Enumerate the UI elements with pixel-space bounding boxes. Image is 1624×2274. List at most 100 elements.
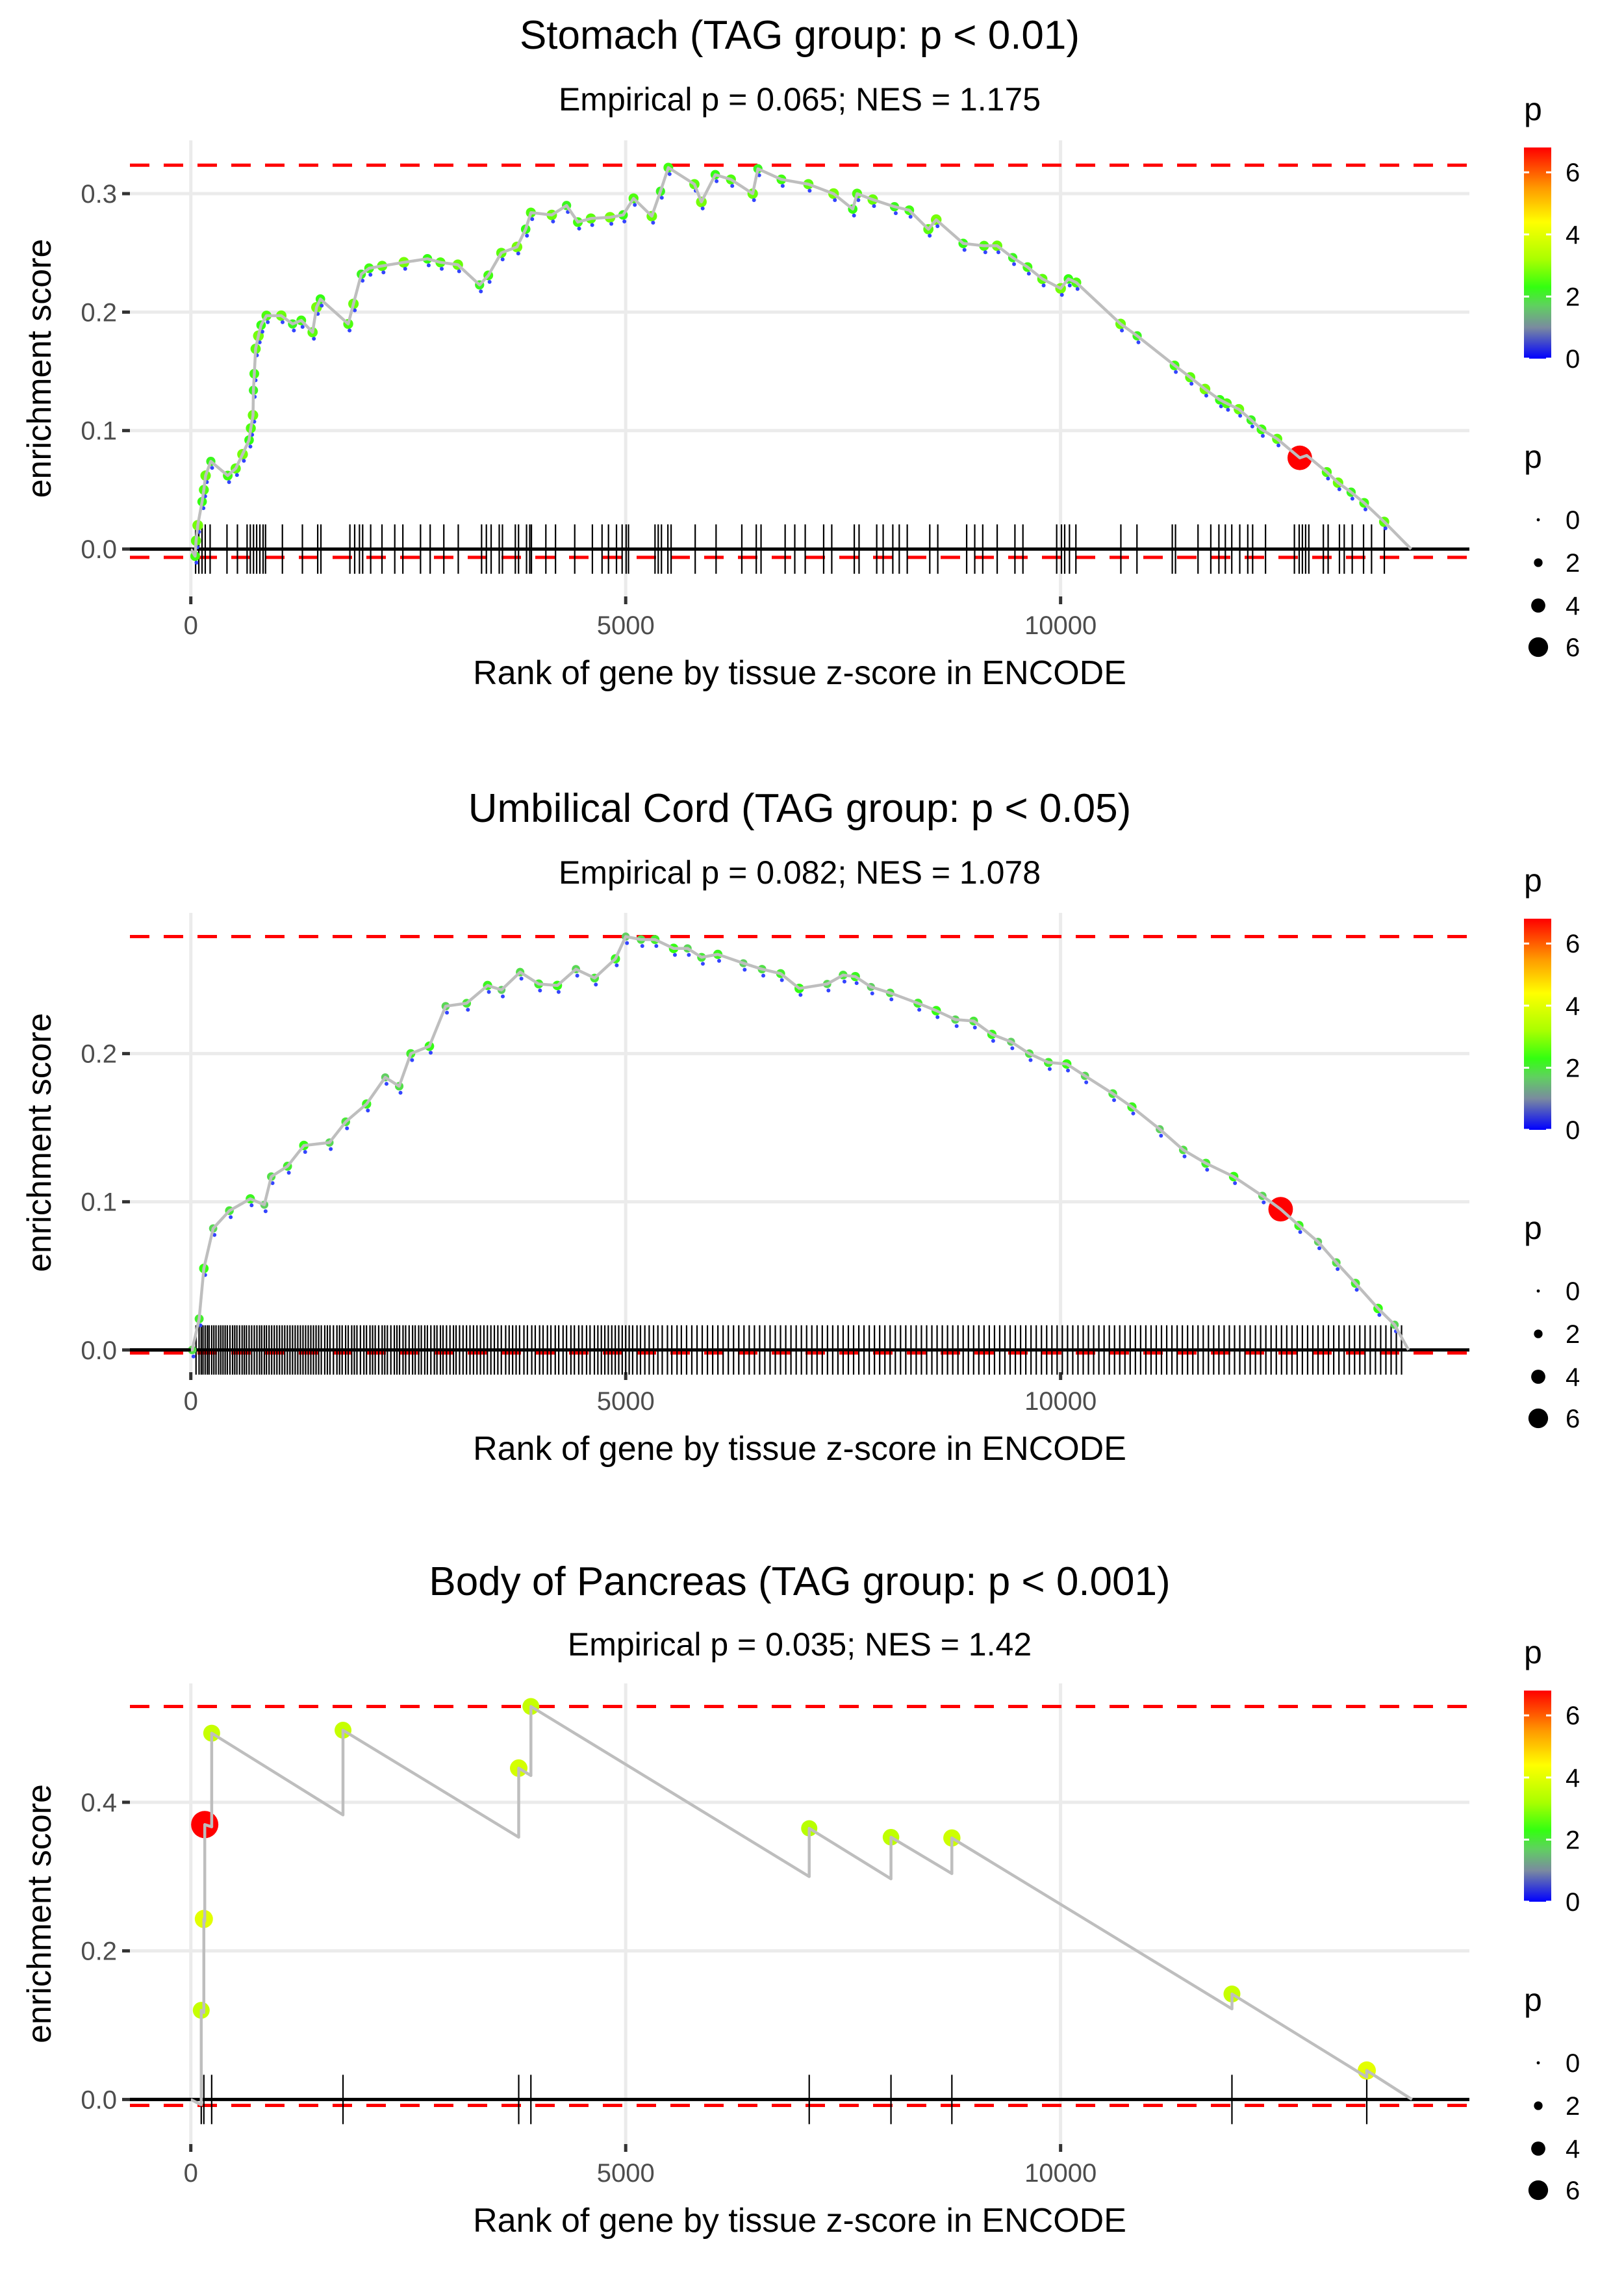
x-tick-label: 0 [184,1387,198,1416]
size-legend-label: 2 [1566,549,1580,578]
chart-subtitle: Empirical p = 0.035; NES = 1.42 [568,1626,1032,1663]
trough-point [1075,287,1080,291]
trough-point [826,988,831,993]
trough-point [1182,1154,1187,1158]
trough-point [300,325,305,329]
trough-point [633,203,637,207]
size-legend-dot [1534,558,1543,567]
trough-point [972,1025,977,1030]
trough-point [270,1181,275,1185]
x-axis-title: Rank of gene by tissue z-score in ENCODE [473,654,1126,692]
trough-point [1174,370,1178,374]
trough-point [761,973,766,978]
trough-point [687,952,691,957]
y-tick-label: 0.3 [81,180,117,209]
trough-point [429,1051,433,1055]
trough-point [577,226,581,231]
es-curve [189,166,1412,558]
trough-point [516,251,520,256]
colorbar-label: 0 [1566,345,1580,374]
trough-point [594,982,598,987]
trough-point [667,172,672,176]
trough-point [935,224,940,229]
trough-point [1012,262,1017,266]
trough-point [962,248,967,252]
colorbar-label: 2 [1566,1054,1580,1082]
trough-point [1067,283,1072,288]
colorbar-label: 2 [1566,1826,1580,1854]
trough-point [659,196,664,200]
trough-point [227,480,231,485]
size-legend-label: 4 [1566,592,1580,620]
chart-subtitle: Empirical p = 0.065; NES = 1.175 [559,81,1041,118]
trough-point [212,1233,217,1237]
trough-point [807,188,812,193]
y-tick-label: 0.2 [81,1937,117,1966]
y-axis-title: enrichment score [21,1784,58,2043]
x-tick-label: 5000 [597,611,655,640]
size-legend-dot [1536,2061,1540,2065]
trough-point [1189,381,1194,386]
trough-point [742,967,747,972]
size-legend-label: 6 [1566,1405,1580,1433]
trough-point [780,184,785,188]
trough-point [1377,1312,1382,1317]
size-legend-title: p [1524,439,1542,475]
trough-point [622,219,627,224]
trough-point [312,337,316,341]
color-legend-title: p [1524,1634,1542,1670]
trough-point [260,329,264,334]
panel-stomach: Stomach (TAG group: p < 0.01) Empirical p… [21,13,1580,692]
trough-point [348,328,352,333]
colorbar-label: 0 [1566,1116,1580,1145]
trough-point [551,219,555,224]
trough-point [1262,1200,1266,1205]
size-legend-label: 0 [1566,506,1580,535]
trough-point [872,204,876,209]
size-legend-label: 0 [1566,2049,1580,2078]
trough-point [500,257,505,262]
trough-point [329,1147,333,1151]
x-tick-label: 10000 [1024,1387,1097,1416]
trough-point [1298,1230,1302,1234]
trough-point [501,994,505,999]
trough-point [1205,1168,1210,1172]
y-tick-label: 0.2 [81,298,117,327]
size-legend-title: p [1524,1210,1542,1246]
x-tick-label: 10000 [1024,2159,1097,2188]
size-legend-dot [1528,1408,1549,1429]
trough-point [715,179,719,183]
size-legend-label: 4 [1566,1363,1580,1392]
trough-point [384,1082,388,1086]
size-legend-dot [1531,2141,1545,2156]
trough-point [1363,507,1367,511]
trough-point [1066,1068,1071,1073]
size-legend-dot [1536,518,1540,522]
trough-point [1226,407,1230,412]
colorbar-label: 4 [1566,221,1580,249]
trough-point [538,988,542,993]
trough-point [654,944,659,949]
colorbar [1524,147,1551,359]
trough-point [361,279,365,283]
trough-point [854,981,859,986]
trough-point [487,990,491,994]
trough-point [1159,1133,1163,1138]
size-legend-dot [1534,1329,1543,1338]
y-axis-title: enrichment score [21,239,58,498]
trough-point [893,211,898,216]
trough-point [249,1203,254,1208]
trough-point [1131,1111,1136,1116]
x-tick-label: 0 [184,611,198,640]
trough-point [1337,487,1341,491]
color-legend-title: p [1524,91,1542,127]
trough-point [1350,496,1354,501]
chart-title: Umbilical Cord (TAG group: p < 0.05) [468,786,1132,831]
colorbar [1524,919,1551,1130]
colorbar-label: 6 [1566,930,1580,958]
chart-title: Body of Pancreas (TAG group: p < 0.001) [429,1559,1170,1604]
trough-point [640,944,644,949]
trough-point [487,279,492,284]
size-legend-label: 2 [1566,2092,1580,2121]
